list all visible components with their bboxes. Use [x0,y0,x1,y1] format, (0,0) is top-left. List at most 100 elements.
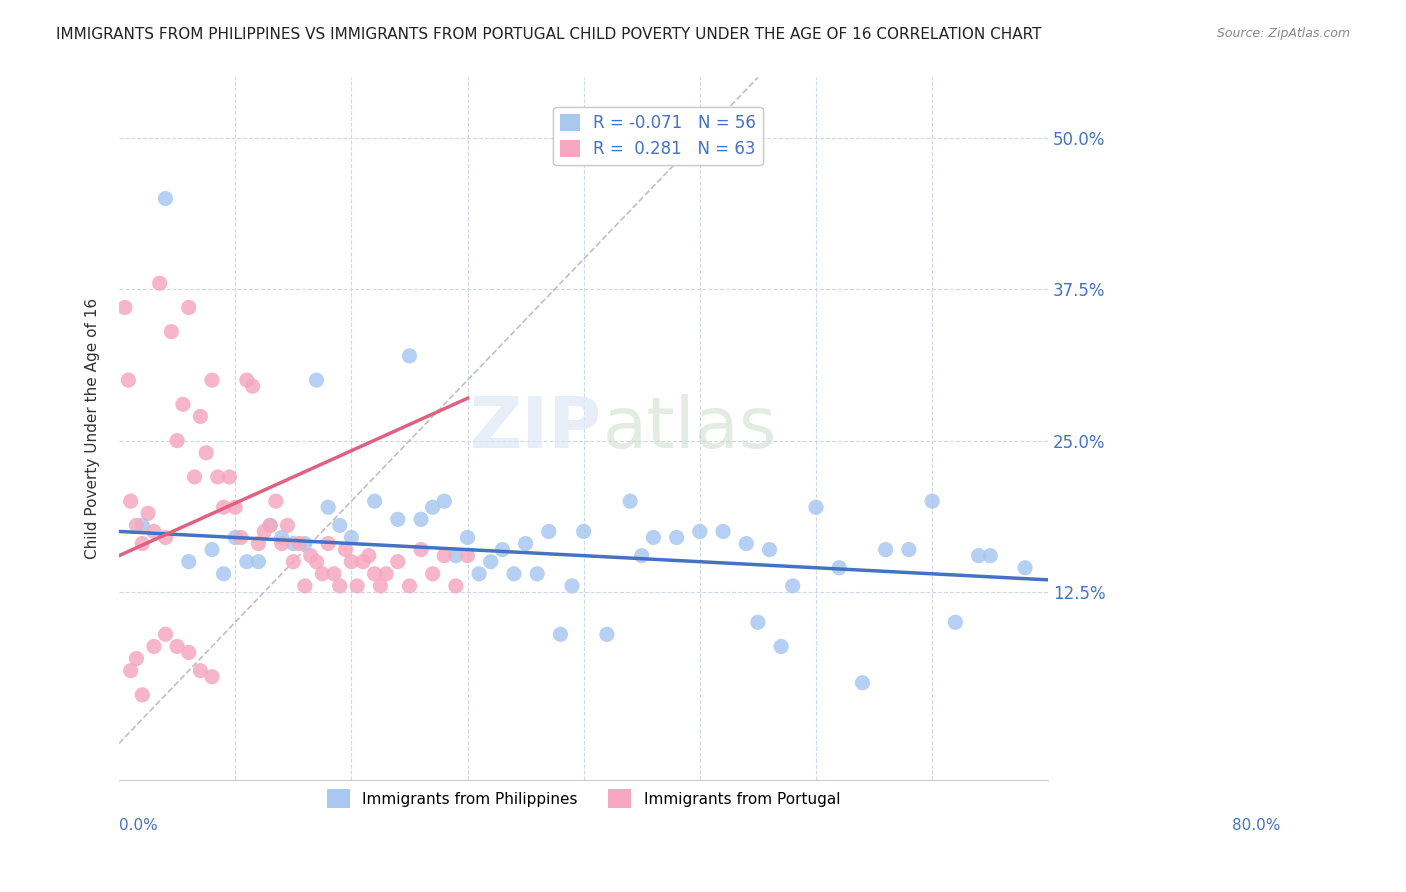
Text: atlas: atlas [602,394,776,463]
Point [782,579,804,593]
Point [943,615,966,630]
Point [357,549,380,563]
Point [305,373,328,387]
Point [253,524,276,539]
Point [804,500,827,515]
Point [190,664,212,678]
Point [177,555,200,569]
Point [921,494,943,508]
Point [1014,560,1036,574]
Point [375,566,398,581]
Point [851,675,873,690]
Point [299,549,322,563]
Point [398,579,420,593]
Point [131,536,153,550]
Point [422,566,444,581]
Point [172,397,194,411]
Point [177,301,200,315]
Point [236,373,259,387]
Point [550,627,572,641]
Point [828,560,851,574]
Point [468,566,491,581]
Point [155,627,177,641]
Point [288,536,311,550]
Point [305,555,328,569]
Point [352,555,374,569]
Point [166,640,188,654]
Point [329,518,352,533]
Point [335,542,357,557]
Point [346,579,368,593]
Point [537,524,560,539]
Point [224,531,246,545]
Point [689,524,711,539]
Point [897,542,920,557]
Point [242,379,264,393]
Point [264,494,287,508]
Point [276,518,298,533]
Point [125,651,148,665]
Point [409,512,432,526]
Point [409,542,432,557]
Point [155,531,177,545]
Point [142,524,165,539]
Point [758,542,780,557]
Point [457,531,479,545]
Point [967,549,990,563]
Point [294,579,316,593]
Point [503,566,526,581]
Point [526,566,548,581]
Point [207,470,229,484]
Point [363,494,385,508]
Point [120,664,142,678]
Point [259,518,281,533]
Point [387,555,409,569]
Point [294,536,316,550]
Point [136,506,159,520]
Point [619,494,641,508]
Point [283,536,305,550]
Legend: R = -0.071   N = 56, R =  0.281   N = 63: R = -0.071 N = 56, R = 0.281 N = 63 [553,107,763,165]
Point [329,579,352,593]
Point [323,566,346,581]
Point [491,542,513,557]
Point [316,536,339,550]
Text: 80.0%: 80.0% [1232,818,1281,833]
Point [398,349,420,363]
Point [149,277,172,291]
Point [195,446,218,460]
Point [201,542,224,557]
Point [735,536,758,550]
Point [201,670,224,684]
Point [770,640,793,654]
Point [643,531,665,545]
Point [370,579,392,593]
Point [259,518,281,533]
Point [120,494,142,508]
Point [561,579,583,593]
Point [218,470,240,484]
Point [236,555,259,569]
Point [596,627,619,641]
Point [979,549,1001,563]
Point [444,579,467,593]
Point [229,531,252,545]
Point [224,500,246,515]
Point [183,470,205,484]
Point [630,549,652,563]
Point [142,640,165,654]
Point [166,434,188,448]
Point [316,500,339,515]
Point [201,373,224,387]
Point [515,536,537,550]
Point [270,536,292,550]
Point [422,500,444,515]
Point [340,555,363,569]
Point [212,500,235,515]
Point [117,373,139,387]
Point [433,549,456,563]
Text: IMMIGRANTS FROM PHILIPPINES VS IMMIGRANTS FROM PORTUGAL CHILD POVERTY UNDER THE : IMMIGRANTS FROM PHILIPPINES VS IMMIGRANT… [56,27,1042,42]
Point [444,549,467,563]
Point [340,531,363,545]
Point [247,555,270,569]
